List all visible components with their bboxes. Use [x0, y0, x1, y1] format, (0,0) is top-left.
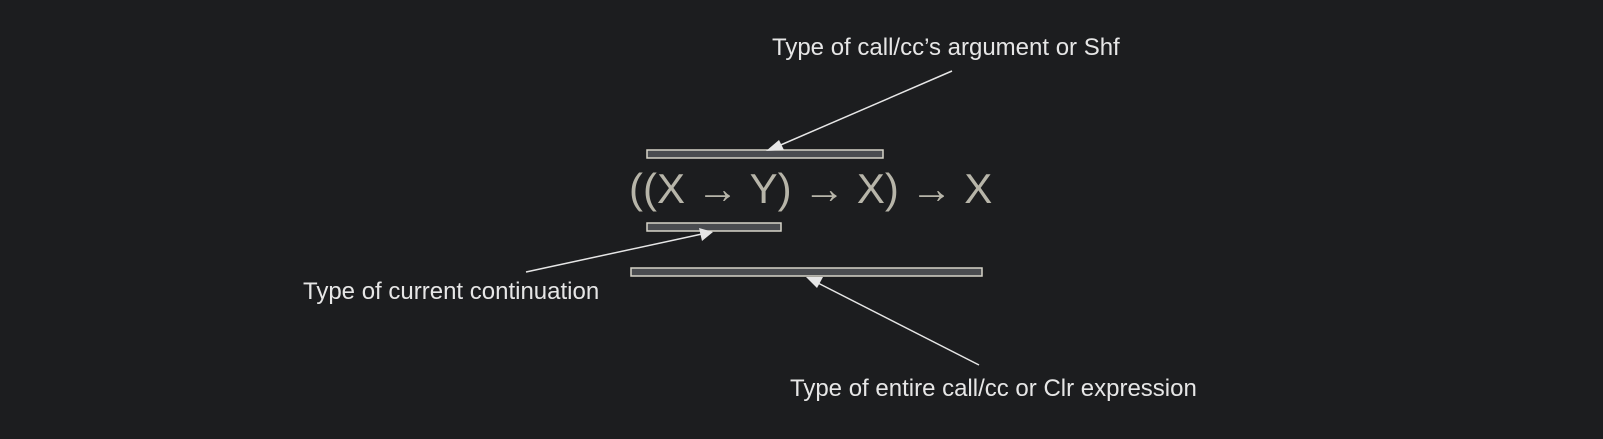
- argument-arrow-head: [766, 140, 784, 151]
- continuation-label: Type of current continuation: [303, 278, 599, 305]
- formula-text: ((X → Y) → X) → X: [629, 165, 992, 212]
- continuation-bracket: [646, 222, 782, 232]
- entire-bracket: [630, 267, 983, 277]
- entire-arrow-head: [806, 277, 823, 288]
- continuation-arrow-line: [525, 233, 703, 273]
- continuation-arrow-head: [699, 228, 713, 241]
- entire-label: Type of entire call/cc or Clr expression: [790, 375, 1197, 402]
- argument-bracket: [646, 149, 884, 159]
- argument-arrow-line: [775, 70, 953, 148]
- argument-label: Type of call/cc’s argument or Shf: [772, 34, 1120, 61]
- entire-arrow-line: [813, 280, 980, 366]
